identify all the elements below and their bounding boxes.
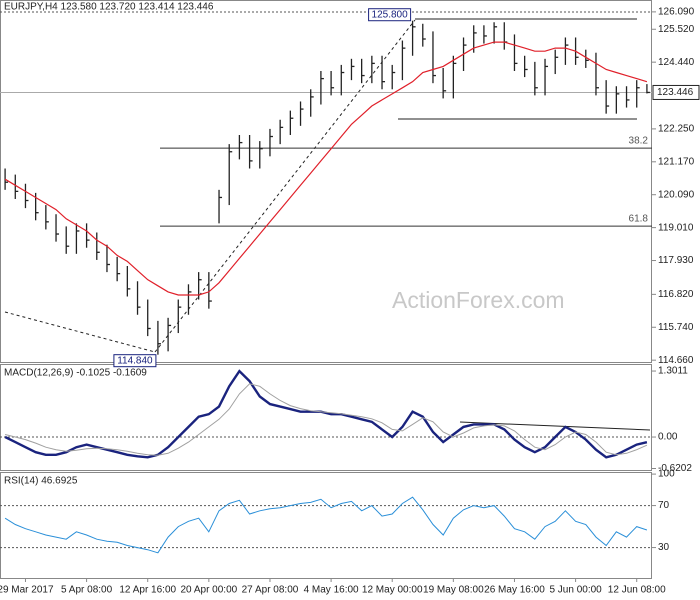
x-tick-label: 29 Mar 2017 <box>0 585 54 596</box>
y-tick-label: 114.660 <box>658 355 694 366</box>
panel-title: RSI(14) 46.6925 <box>4 476 78 487</box>
x-tick-label: 5 Jun 00:00 <box>549 585 602 596</box>
series-line <box>4 496 648 554</box>
y-tick-label: 121.170 <box>658 156 695 167</box>
series-line <box>4 383 648 456</box>
y-tick-label: 125.520 <box>658 24 695 35</box>
trend-line <box>154 19 416 353</box>
y-tick-label: 70 <box>658 500 670 511</box>
x-tick-label: 12 Jun 08:00 <box>608 585 666 596</box>
fib-label: 38.2 <box>629 136 649 147</box>
x-tick-label: 19 May 08:00 <box>423 585 484 596</box>
x-tick-label: 20 Apr 00:00 <box>180 585 237 596</box>
annotation: 114.840 <box>117 355 153 366</box>
y-tick-label: 126.090 <box>658 7 695 18</box>
y-tick-label: 100 <box>658 469 675 480</box>
price-tag <box>652 84 700 100</box>
x-tick-label: 26 May 16:00 <box>484 585 545 596</box>
rsi-panel <box>0 472 652 579</box>
x-tick-label: 12 May 00:00 <box>362 585 423 596</box>
x-tick-label: 12 Apr 16:00 <box>119 585 176 596</box>
price-tag-label: 123.446 <box>657 87 694 98</box>
x-tick-label: 4 May 16:00 <box>304 585 359 596</box>
y-tick-label: 115.740 <box>658 322 694 333</box>
y-tick-label: 116.820 <box>658 289 694 300</box>
y-tick-label: 117.930 <box>658 255 694 266</box>
y-tick-label: 122.250 <box>658 124 695 135</box>
watermark: ActionForex.com <box>392 287 565 313</box>
chart-title: EURJPY,H4 123.580 123.720 123.414 123.44… <box>4 2 214 13</box>
y-tick-label: 124.440 <box>658 57 695 68</box>
macd-panel <box>0 364 652 471</box>
y-tick-label: 30 <box>658 542 670 553</box>
y-tick-label: 1.3011 <box>658 366 688 377</box>
annotation-box <box>368 8 412 22</box>
y-tick-label: 119.010 <box>658 222 694 233</box>
trend-line <box>4 311 156 353</box>
annotation: 125.800 <box>372 9 409 20</box>
panel-title: MACD(12,26,9) -0.1025 -0.1609 <box>4 368 147 379</box>
series-line <box>4 369 648 459</box>
price-panel <box>0 0 652 363</box>
annotation-box <box>113 354 157 368</box>
x-tick-label: 5 Apr 08:00 <box>61 585 113 596</box>
moving-average <box>4 41 648 296</box>
y-tick-label: 0.00 <box>658 432 678 443</box>
x-tick-label: 27 Apr 08:00 <box>242 585 299 596</box>
y-tick-label: -0.6202 <box>658 463 692 474</box>
fib-label: 61.8 <box>629 214 649 225</box>
y-tick-label: 120.090 <box>658 189 695 200</box>
